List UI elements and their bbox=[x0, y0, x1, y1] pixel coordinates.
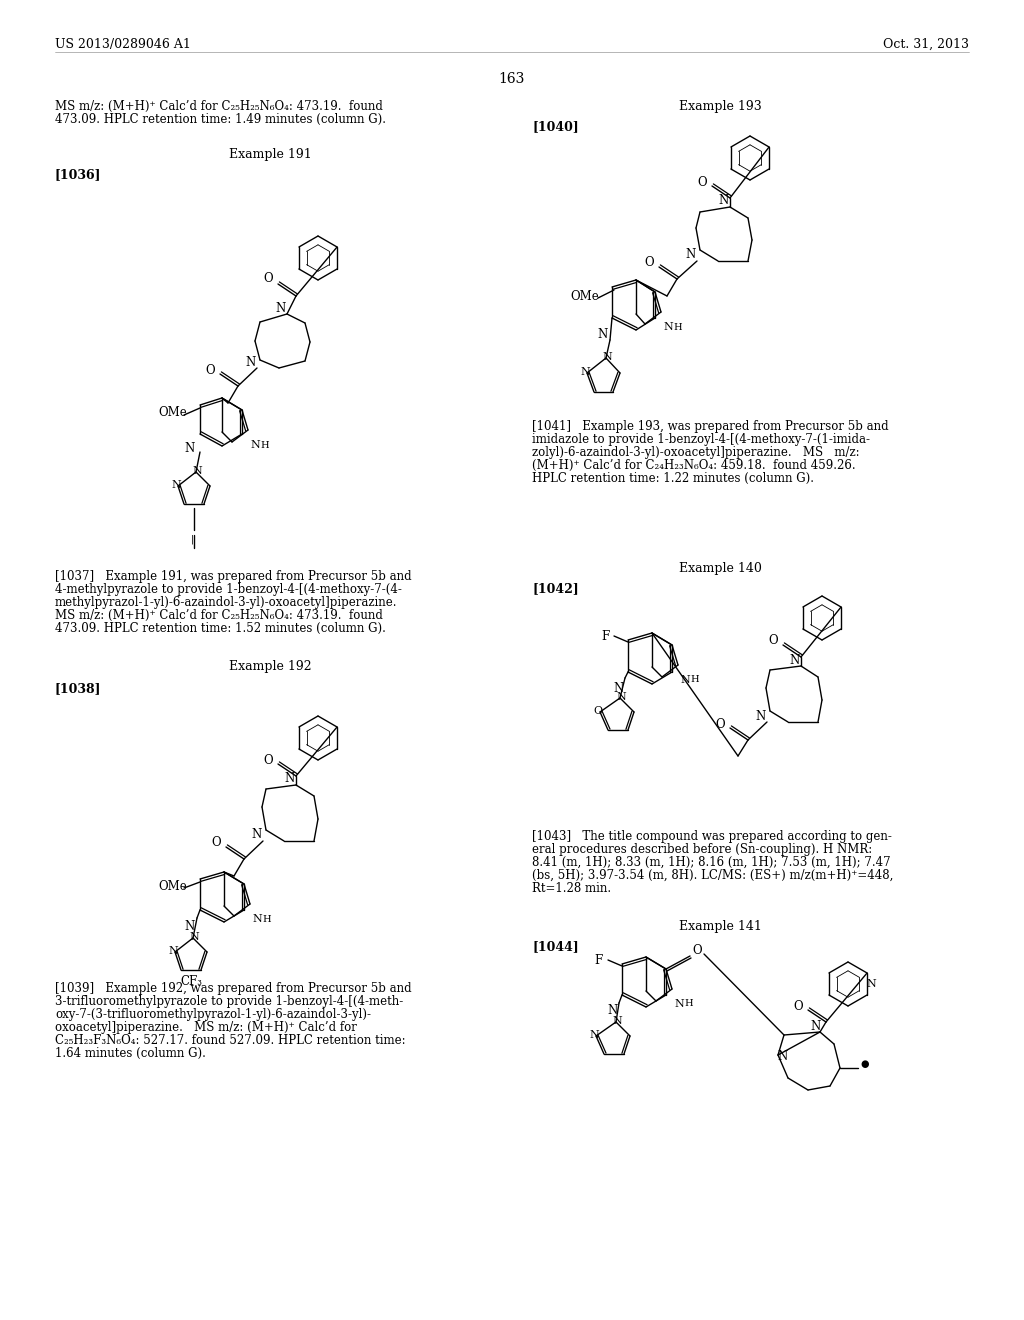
Text: N: N bbox=[185, 441, 196, 454]
Text: (bs, 5H); 3.97-3.54 (m, 8H). LC/MS: (ES+) m/z(m+H)⁺=448,: (bs, 5H); 3.97-3.54 (m, 8H). LC/MS: (ES+… bbox=[532, 869, 893, 882]
Text: CF₃: CF₃ bbox=[180, 975, 202, 987]
Text: zolyl)-6-azaindol-3-yl)-oxoacetyl]piperazine.   MS   m/z:: zolyl)-6-azaindol-3-yl)-oxoacetyl]pipera… bbox=[532, 446, 859, 459]
Text: O: O bbox=[768, 635, 778, 648]
Text: N: N bbox=[613, 681, 624, 694]
Text: F: F bbox=[601, 630, 609, 643]
Text: H: H bbox=[690, 676, 698, 685]
Text: O: O bbox=[211, 837, 221, 850]
Text: HPLC retention time: 1.22 minutes (column G).: HPLC retention time: 1.22 minutes (colum… bbox=[532, 473, 814, 484]
Text: Example 191: Example 191 bbox=[228, 148, 311, 161]
Text: N: N bbox=[185, 920, 196, 932]
Text: H: H bbox=[673, 322, 682, 331]
Text: N: N bbox=[189, 932, 199, 942]
Text: N: N bbox=[589, 1030, 599, 1040]
Text: [1044]: [1044] bbox=[532, 940, 579, 953]
Text: OMe: OMe bbox=[158, 879, 186, 892]
Text: [1036]: [1036] bbox=[55, 168, 101, 181]
Text: O: O bbox=[263, 272, 272, 285]
Text: N: N bbox=[246, 355, 256, 368]
Text: 473.09. HPLC retention time: 1.49 minutes (column G).: 473.09. HPLC retention time: 1.49 minute… bbox=[55, 114, 386, 125]
Text: 1.64 minutes (column G).: 1.64 minutes (column G). bbox=[55, 1047, 206, 1060]
Text: N: N bbox=[680, 675, 690, 685]
Text: Example 193: Example 193 bbox=[679, 100, 762, 114]
Text: N: N bbox=[275, 301, 286, 314]
Text: imidazole to provide 1-benzoyl-4-[(4-methoxy-7-(1-imida-: imidazole to provide 1-benzoyl-4-[(4-met… bbox=[532, 433, 870, 446]
Text: N: N bbox=[616, 692, 626, 702]
Text: H: H bbox=[260, 441, 268, 450]
Text: N: N bbox=[866, 979, 876, 989]
Text: N: N bbox=[719, 194, 729, 207]
Text: F: F bbox=[594, 953, 602, 966]
Text: [1039]   Example 192, was prepared from Precursor 5b and: [1039] Example 192, was prepared from Pr… bbox=[55, 982, 412, 995]
Text: [1040]: [1040] bbox=[532, 120, 579, 133]
Text: N: N bbox=[581, 367, 590, 378]
Text: N: N bbox=[612, 1016, 622, 1026]
Text: Example 141: Example 141 bbox=[679, 920, 762, 933]
Text: O: O bbox=[644, 256, 653, 269]
Text: O: O bbox=[697, 176, 707, 189]
Text: OMe: OMe bbox=[570, 289, 599, 302]
Text: US 2013/0289046 A1: US 2013/0289046 A1 bbox=[55, 38, 190, 51]
Text: N: N bbox=[168, 946, 178, 956]
Text: N: N bbox=[663, 322, 673, 333]
Text: 4-methylpyrazole to provide 1-benzoyl-4-[(4-methoxy-7-(4-: 4-methylpyrazole to provide 1-benzoyl-4-… bbox=[55, 583, 401, 597]
Text: N: N bbox=[674, 999, 684, 1008]
Text: [1041]   Example 193, was prepared from Precursor 5b and: [1041] Example 193, was prepared from Pr… bbox=[532, 420, 889, 433]
Text: |: | bbox=[190, 535, 194, 544]
Text: [1042]: [1042] bbox=[532, 582, 579, 595]
Text: [1037]   Example 191, was prepared from Precursor 5b and: [1037] Example 191, was prepared from Pr… bbox=[55, 570, 412, 583]
Text: H: H bbox=[684, 999, 692, 1008]
Text: (M+H)⁺ Calc’d for C₂₄H₂₃N₆O₄: 459.18.  found 459.26.: (M+H)⁺ Calc’d for C₂₄H₂₃N₆O₄: 459.18. fo… bbox=[532, 459, 856, 473]
Text: Example 140: Example 140 bbox=[679, 562, 762, 576]
Text: O: O bbox=[692, 944, 701, 957]
Text: O: O bbox=[594, 706, 602, 715]
Text: 3-trifluoromethylpyrazole to provide 1-benzoyl-4-[(4-meth-: 3-trifluoromethylpyrazole to provide 1-b… bbox=[55, 995, 403, 1008]
Text: C₂₅H₂₃F₃N₆O₄: 527.17. found 527.09. HPLC retention time:: C₂₅H₂₃F₃N₆O₄: 527.17. found 527.09. HPLC… bbox=[55, 1034, 406, 1047]
Text: OMe: OMe bbox=[158, 405, 186, 418]
Text: N: N bbox=[602, 352, 612, 362]
Text: ●: ● bbox=[860, 1060, 868, 1069]
Text: 473.09. HPLC retention time: 1.52 minutes (column G).: 473.09. HPLC retention time: 1.52 minute… bbox=[55, 622, 386, 635]
Text: N: N bbox=[598, 327, 608, 341]
Text: O: O bbox=[715, 718, 725, 730]
Text: MS m/z: (M+H)⁺ Calc’d for C₂₅H₂₅N₆O₄: 473.19.  found: MS m/z: (M+H)⁺ Calc’d for C₂₅H₂₅N₆O₄: 47… bbox=[55, 609, 383, 622]
Text: 163: 163 bbox=[499, 73, 525, 86]
Text: N: N bbox=[252, 829, 262, 842]
Text: N: N bbox=[811, 1019, 821, 1032]
Text: O: O bbox=[205, 363, 215, 376]
Text: N: N bbox=[790, 653, 800, 667]
Text: H: H bbox=[262, 915, 270, 924]
Text: O: O bbox=[794, 999, 803, 1012]
Text: N: N bbox=[608, 1005, 618, 1018]
Text: N: N bbox=[171, 480, 181, 490]
Text: N: N bbox=[778, 1051, 788, 1064]
Text: N: N bbox=[250, 440, 260, 450]
Text: [1038]: [1038] bbox=[55, 682, 101, 696]
Text: N: N bbox=[756, 710, 766, 722]
Text: Rt=1.28 min.: Rt=1.28 min. bbox=[532, 882, 611, 895]
Text: N: N bbox=[252, 913, 262, 924]
Text: N: N bbox=[193, 466, 202, 477]
Text: methylpyrazol-1-yl)-6-azaindol-3-yl)-oxoacetyl]piperazine.: methylpyrazol-1-yl)-6-azaindol-3-yl)-oxo… bbox=[55, 597, 397, 609]
Text: 8.41 (m, 1H); 8.33 (m, 1H); 8.16 (m, 1H); 7.53 (m, 1H); 7.47: 8.41 (m, 1H); 8.33 (m, 1H); 8.16 (m, 1H)… bbox=[532, 855, 891, 869]
Text: N: N bbox=[686, 248, 696, 261]
Text: Example 192: Example 192 bbox=[228, 660, 311, 673]
Text: N: N bbox=[285, 772, 295, 785]
Text: O: O bbox=[263, 754, 272, 767]
Text: oxy-7-(3-trifluoromethylpyrazol-1-yl)-6-azaindol-3-yl)-: oxy-7-(3-trifluoromethylpyrazol-1-yl)-6-… bbox=[55, 1008, 371, 1020]
Text: [1043]   The title compound was prepared according to gen-: [1043] The title compound was prepared a… bbox=[532, 830, 892, 843]
Text: eral procedures described before (Sn-coupling). H NMR:: eral procedures described before (Sn-cou… bbox=[532, 843, 872, 855]
Text: Oct. 31, 2013: Oct. 31, 2013 bbox=[883, 38, 969, 51]
Text: MS m/z: (M+H)⁺ Calc’d for C₂₅H₂₅N₆O₄: 473.19.  found: MS m/z: (M+H)⁺ Calc’d for C₂₅H₂₅N₆O₄: 47… bbox=[55, 100, 383, 114]
Text: oxoacetyl]piperazine.   MS m/z: (M+H)⁺ Calc’d for: oxoacetyl]piperazine. MS m/z: (M+H)⁺ Cal… bbox=[55, 1020, 357, 1034]
